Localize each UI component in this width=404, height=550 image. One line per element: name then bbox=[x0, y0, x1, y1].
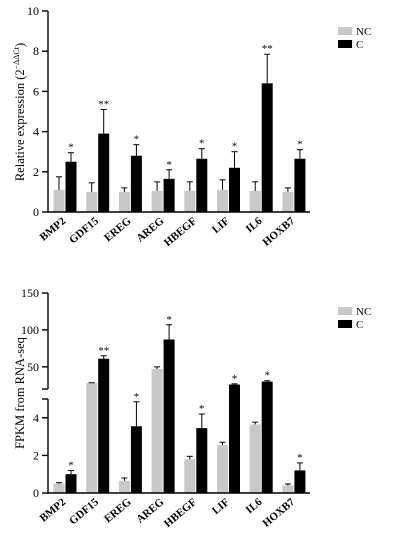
chart1-significance-il6-c: ** bbox=[262, 43, 273, 55]
chart1-bar-il6-nc bbox=[249, 190, 261, 212]
chart2-x-tick-label-hoxb7: HOXB7 bbox=[260, 496, 297, 530]
chart2-bar-ereg-c bbox=[130, 426, 142, 493]
chart2-significance-ereg-c: * bbox=[134, 391, 140, 403]
chart1-x-tick-label-bmp2: BMP2 bbox=[38, 215, 69, 244]
chart2-significance-hbegf-c: * bbox=[199, 403, 205, 415]
chart2-x-tick-label-hbegf: HBEGF bbox=[162, 496, 199, 530]
chart1-bar-bmp2-nc bbox=[53, 189, 65, 212]
chart1-y-tick-label-6: 6 bbox=[33, 84, 39, 98]
chart2-bar-gdf15-nc bbox=[86, 383, 98, 493]
chart2-bar-lif-nc bbox=[217, 445, 228, 493]
chart2-x-tick-label-il6: IL6 bbox=[244, 496, 265, 517]
chart1-bar-areg-nc bbox=[151, 190, 163, 212]
chart2-significance-bmp2-c: * bbox=[68, 459, 74, 471]
chart2-legend-label-c: C bbox=[356, 319, 363, 331]
chart2-y-ticks: 0 2 4 50 100 150 bbox=[21, 286, 48, 500]
chart1-x-tick-label-hbegf: HBEGF bbox=[162, 215, 199, 249]
chart1-bar-lif-nc bbox=[217, 189, 228, 212]
chart1-legend-label-c: C bbox=[356, 39, 363, 51]
chart2-significance-il6-c: * bbox=[264, 370, 270, 382]
chart1-significance-hbegf-c: * bbox=[199, 138, 205, 150]
chart1-legend-swatch-c bbox=[338, 40, 352, 48]
chart2-bar-bmp2-nc bbox=[53, 483, 65, 493]
chart1-x-tick-label-gdf15: GDF15 bbox=[67, 215, 101, 247]
chart1-significance-hoxb7-c: * bbox=[297, 139, 303, 151]
chart2-y-tick-label-150: 150 bbox=[21, 286, 39, 300]
chart1-x-tick-label-hoxb7: HOXB7 bbox=[260, 215, 297, 249]
chart1-y-tick-label-4: 4 bbox=[33, 125, 39, 139]
chart1-bars: ****** **** bbox=[53, 43, 306, 212]
chart1-significance-ereg-c: * bbox=[134, 134, 140, 146]
chart1-bar-bmp2-c bbox=[65, 161, 77, 212]
chart2-significance-areg-c: * bbox=[166, 314, 172, 326]
chart1-significance-areg-c: * bbox=[166, 159, 172, 171]
chart2-y-tick-label-2: 2 bbox=[33, 448, 39, 462]
chart2-bars: ******* ** bbox=[53, 314, 306, 493]
chart1-bar-hoxb7-nc bbox=[282, 191, 294, 212]
chart2-bar-il6-c bbox=[261, 381, 273, 493]
chart1-bar-gdf15-nc bbox=[86, 191, 98, 212]
chart2-bar-areg-c bbox=[163, 339, 175, 493]
chart2-bar-lif-c bbox=[229, 384, 240, 493]
chart1-axes bbox=[47, 11, 310, 213]
chart2-bar-ereg-nc bbox=[118, 480, 130, 493]
chart2-y-tick-label-100: 100 bbox=[21, 323, 39, 337]
chart2-significance-lif-c: * bbox=[232, 373, 238, 385]
chart2-bar-gdf15-c bbox=[98, 358, 110, 493]
chart2-y-tick-label-50: 50 bbox=[27, 360, 39, 374]
chart2-bar-hoxb7-nc bbox=[282, 485, 294, 493]
chart2-bar-bmp2-c bbox=[65, 474, 77, 493]
chart1-bar-hoxb7-c bbox=[294, 158, 306, 212]
chart1-legend: NC C bbox=[338, 26, 371, 51]
chart1-legend-swatch-nc bbox=[338, 27, 352, 35]
chart1-bar-lif-c bbox=[229, 167, 240, 212]
chart1-bar-il6-c bbox=[261, 83, 273, 212]
chart1-bar-ereg-c bbox=[130, 155, 142, 212]
chart2-significance-hoxb7-c: * bbox=[297, 452, 303, 464]
chart2-x-tick-label-lif: LIF bbox=[210, 496, 232, 517]
chart1-y-tick-label-10: 10 bbox=[27, 4, 39, 18]
chart2-x-tick-label-bmp2: BMP2 bbox=[38, 496, 69, 525]
chart1-x-tick-label-lif: LIF bbox=[210, 215, 232, 236]
chart2-legend: NC C bbox=[338, 306, 371, 331]
chart1-x-tick-label-il6: IL6 bbox=[244, 215, 265, 236]
chart1-y-axis-label: Relative expression (2−ΔΔCt) bbox=[12, 43, 27, 181]
chart2-x-tick-label-gdf15: GDF15 bbox=[67, 496, 101, 528]
chart2-bar-hoxb7-c bbox=[294, 470, 306, 493]
chart1-y-tick-label-2: 2 bbox=[33, 165, 39, 179]
chart1-bar-ereg-nc bbox=[118, 191, 130, 212]
chart1-significance-lif-c: * bbox=[232, 141, 238, 153]
chart1-bar-areg-c bbox=[163, 178, 175, 212]
chart2-axis-lower bbox=[47, 399, 310, 494]
chart1-y-tick-label-0: 0 bbox=[33, 205, 39, 219]
chart1-x-tick-label-ereg: EREG bbox=[102, 215, 134, 245]
chart2-bar-hbegf-c bbox=[196, 428, 208, 493]
chart1-legend-label-nc: NC bbox=[356, 26, 371, 38]
chart1-bar-gdf15-c bbox=[98, 133, 110, 212]
chart2-significance-gdf15-c: ** bbox=[98, 345, 109, 357]
chart2-y-tick-label-0: 0 bbox=[33, 486, 39, 500]
chart1-significance-gdf15-c: ** bbox=[98, 98, 109, 110]
chart2-bar-hbegf-nc bbox=[184, 459, 196, 493]
chart2-y-tick-label-4: 4 bbox=[33, 411, 39, 425]
chart2-legend-swatch-nc bbox=[338, 307, 352, 315]
chart1-bar-hbegf-c bbox=[196, 158, 208, 212]
chart1-bar-hbegf-nc bbox=[184, 190, 196, 212]
chart2-bar-il6-nc bbox=[249, 424, 261, 493]
chart2-y-axis-label: FPKM from RNA-seq bbox=[13, 336, 27, 449]
chart1-significance-bmp2-c: * bbox=[68, 142, 74, 154]
chart2-bar-areg-nc bbox=[151, 369, 163, 493]
chart2-x-tick-label-ereg: EREG bbox=[102, 496, 134, 526]
chart1-y-ticks: 0 2 4 6 8 10 bbox=[27, 4, 48, 219]
chart1-y-tick-label-8: 8 bbox=[33, 44, 39, 58]
chart2-legend-swatch-c bbox=[338, 320, 352, 328]
chart2-legend-label-nc: NC bbox=[356, 306, 371, 318]
